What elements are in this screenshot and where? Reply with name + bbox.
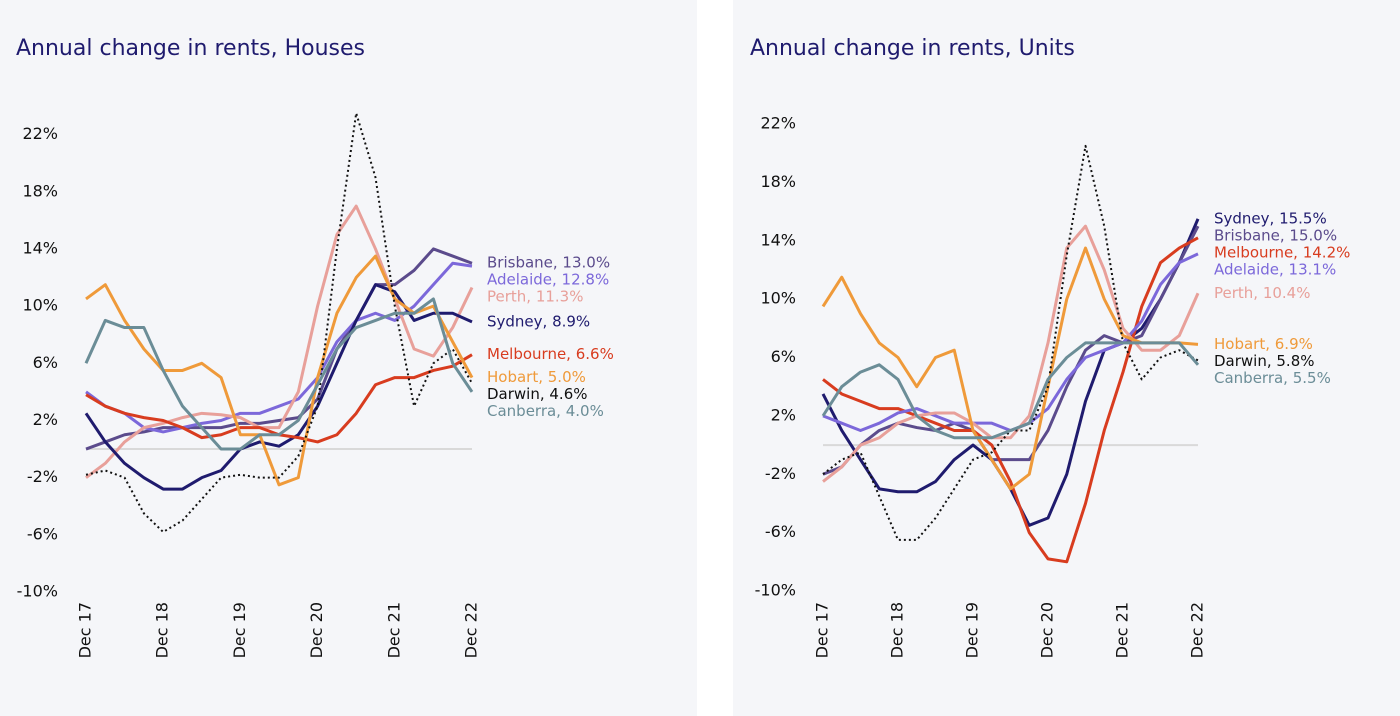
x-tick-label: Dec 22 [462, 602, 481, 658]
series-label: Brisbane, 13.0% [487, 254, 610, 272]
y-tick-label: -6% [27, 524, 58, 543]
y-tick-label: 22% [760, 114, 796, 133]
y-tick-label: 10% [760, 289, 796, 308]
series-line [821, 341, 1200, 440]
chart-title: Annual change in rents, Units [750, 36, 1075, 61]
series-label: Perth, 10.4% [1214, 284, 1310, 302]
x-tick-label: Dec 20 [1038, 602, 1057, 658]
series-line [821, 246, 1199, 491]
chart-title: Annual change in rents, Houses [16, 36, 365, 61]
series-label: Canberra, 4.0% [487, 402, 604, 420]
y-tick-label: 14% [22, 238, 58, 257]
y-tick-label: 18% [760, 172, 796, 191]
series-label: Brisbane, 15.0% [1214, 226, 1337, 244]
x-tick-label: Dec 19 [230, 602, 249, 658]
series-label: Perth, 11.3% [487, 288, 583, 306]
series-label: Darwin, 4.6% [487, 385, 588, 403]
series-label: Canberra, 5.5% [1214, 369, 1331, 387]
y-tick-label: 2% [771, 405, 796, 424]
y-tick-label: -6% [765, 522, 796, 541]
x-tick-label: Dec 18 [888, 602, 907, 658]
series-label: Hobart, 5.0% [487, 368, 586, 386]
series-line [84, 283, 473, 491]
series-label: Melbourne, 6.6% [487, 345, 614, 363]
y-tick-label: 6% [33, 353, 58, 372]
y-tick-label: 6% [771, 347, 796, 366]
panel [0, 0, 697, 716]
series-line [822, 225, 1200, 476]
series-label: Adelaide, 13.1% [1214, 260, 1336, 278]
y-tick-label: -10% [755, 581, 796, 600]
y-tick-label: 2% [33, 410, 58, 429]
x-tick-label: Dec 17 [76, 602, 95, 658]
y-tick-label: 22% [22, 124, 58, 143]
y-tick-label: -2% [765, 464, 796, 483]
y-tick-label: 14% [760, 230, 796, 249]
x-tick-label: Dec 19 [963, 602, 982, 658]
series-label: Sydney, 15.5% [1214, 209, 1327, 227]
y-tick-label: 10% [22, 296, 58, 315]
x-tick-label: Dec 21 [1113, 602, 1132, 658]
x-tick-label: Dec 20 [307, 602, 326, 658]
series-label: Sydney, 8.9% [487, 312, 590, 330]
x-tick-label: Dec 22 [1188, 602, 1207, 658]
x-tick-label: Dec 21 [384, 602, 403, 658]
y-tick-label: 18% [22, 181, 58, 200]
x-tick-label: Dec 18 [153, 602, 172, 658]
series-label: Adelaide, 12.8% [487, 271, 609, 289]
series-label: Melbourne, 14.2% [1214, 243, 1350, 261]
series-line [85, 254, 474, 487]
x-tick-label: Dec 17 [813, 602, 832, 658]
series-line [84, 297, 474, 451]
series-label: Hobart, 6.9% [1214, 335, 1313, 353]
series-line [85, 204, 474, 479]
y-tick-label: -2% [27, 467, 58, 486]
series-line [85, 112, 473, 533]
series-label: Darwin, 5.8% [1214, 352, 1315, 370]
y-tick-label: -10% [17, 582, 58, 601]
